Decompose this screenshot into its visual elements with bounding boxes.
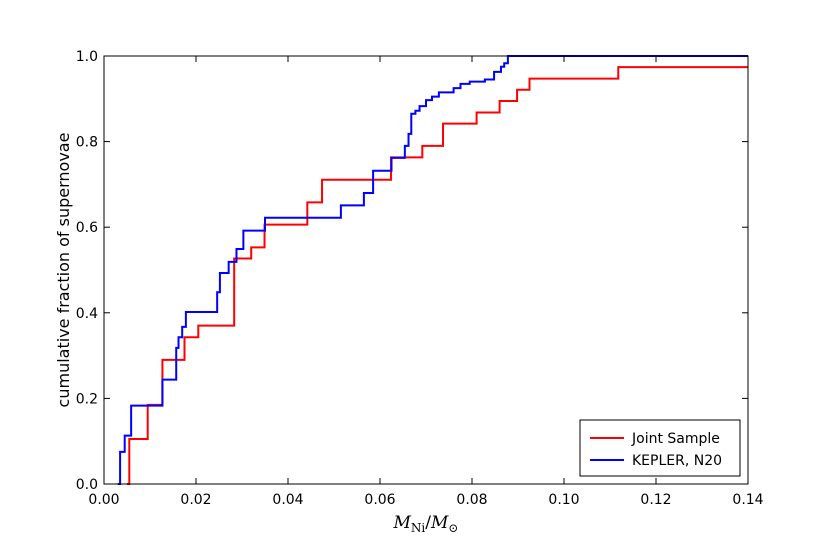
series-line-0 [127, 66, 748, 485]
plot-frame [103, 55, 749, 485]
legend-box [579, 419, 741, 477]
labels-layer: cumulative fraction of supernovae MNi/M⊙ [54, 133, 458, 535]
x-tick-label: 0.12 [640, 492, 671, 508]
x-axis-label-sep: / [425, 513, 431, 533]
y-axis-label: cumulative fraction of supernovae [54, 133, 73, 408]
legend: Joint Sample KEPLER, N20 [579, 419, 741, 477]
x-tick-label: 0.00 [88, 492, 119, 508]
x-tick-label: 0.08 [456, 492, 487, 508]
y-tick-label: 0.2 [76, 391, 98, 407]
ticks-layer: 0.00 0.02 0.04 0.06 0.08 0.10 0.12 0.14 0.0 0.2 0.… [76, 49, 764, 508]
legend-label-0: Joint Sample [631, 431, 720, 447]
y-tick-label: 0.0 [76, 477, 98, 493]
x-tick-label: 0.02 [180, 492, 211, 508]
series-line-1 [117, 55, 748, 485]
legend-label-1: KEPLER, N20 [632, 453, 722, 469]
x-axis-label-sub-main: Ni [411, 521, 426, 535]
y-tick-label: 0.8 [76, 135, 98, 151]
x-tick-label: 0.10 [548, 492, 579, 508]
x-tick-label: 0.14 [732, 492, 763, 508]
x-axis-label-sub-denom: ⊙ [448, 521, 458, 535]
x-axis-label: MNi/M⊙ [393, 513, 459, 535]
series-layer [117, 55, 748, 485]
y-tick-label: 0.4 [76, 306, 98, 322]
x-axis-label-main: M [393, 513, 412, 533]
y-tick-label: 1.0 [76, 49, 98, 65]
x-axis-label-denom: M [430, 513, 449, 533]
x-tick-label: 0.06 [364, 492, 395, 508]
y-tick-label: 0.6 [76, 220, 98, 236]
x-tick-label: 0.04 [272, 492, 303, 508]
